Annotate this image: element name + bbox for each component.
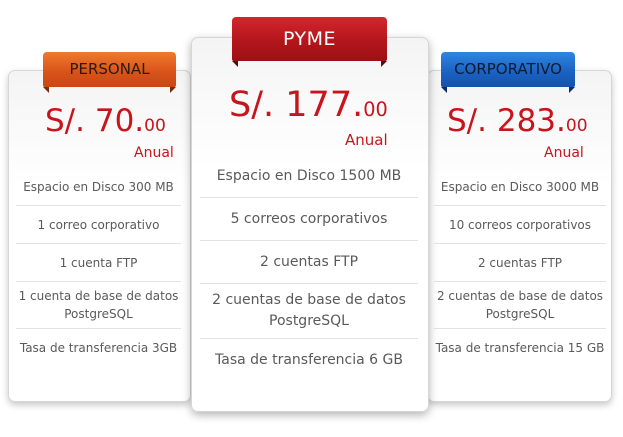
feature-item: Espacio en Disco 3000 MB	[434, 168, 606, 206]
price-period: Anual	[134, 145, 174, 161]
currency-prefix: S/.	[229, 85, 275, 125]
price-decimal: 00	[565, 116, 588, 136]
feature-list-pyme: Espacio en Disco 1500 MB 5 correos corpo…	[200, 155, 418, 381]
currency-prefix: S/.	[45, 103, 85, 139]
plan-card-personal	[8, 70, 191, 402]
feature-item: 10 correos corporativos	[434, 206, 606, 244]
feature-item: 1 cuenta FTP	[16, 244, 181, 282]
plan-card-corporativo	[427, 70, 612, 402]
price-integer: 177.	[285, 85, 364, 125]
feature-item: 2 cuentas de base de datos PostgreSQL	[434, 282, 606, 329]
price-period: Anual	[544, 145, 584, 161]
price-pyme: S/. 177.00	[229, 85, 388, 125]
feature-item: Tasa de transferencia 6 GB	[215, 351, 403, 368]
plan-title-personal: PERSONAL	[43, 52, 176, 93]
price-integer: 283.	[496, 103, 566, 139]
price-corporativo: S/. 283.00	[447, 103, 588, 139]
price-decimal: 00	[363, 98, 388, 121]
feature-list-personal: Espacio en Disco 300 MB 1 correo corpora…	[16, 168, 181, 366]
currency-prefix: S/.	[447, 103, 487, 139]
feature-item: Espacio en Disco 300 MB	[16, 168, 181, 206]
feature-list-corporativo: Espacio en Disco 3000 MB 10 correos corp…	[434, 168, 606, 366]
feature-item: 1 correo corporativo	[16, 206, 181, 244]
feature-item: Tasa de transferencia 3GB	[19, 340, 178, 355]
price-decimal: 00	[144, 116, 166, 136]
plan-title-corporativo: CORPORATIVO	[441, 52, 575, 93]
feature-item: 2 cuentas de base de datos PostgreSQL	[200, 284, 418, 339]
feature-item: Espacio en Disco 1500 MB	[200, 155, 418, 198]
price-period: Anual	[345, 131, 388, 149]
feature-item: 2 cuentas FTP	[434, 244, 606, 282]
price-integer: 70.	[94, 103, 145, 139]
feature-item: Tasa de transferencia 15 GB	[435, 340, 605, 355]
feature-item: 2 cuentas FTP	[200, 241, 418, 284]
price-personal: S/. 70.00	[45, 103, 166, 139]
plan-card-pyme	[191, 37, 429, 412]
feature-item: 5 correos corporativos	[200, 198, 418, 241]
feature-item: 1 cuenta de base de datos PostgreSQL	[16, 282, 181, 329]
plan-title-pyme: PYME	[232, 17, 387, 67]
